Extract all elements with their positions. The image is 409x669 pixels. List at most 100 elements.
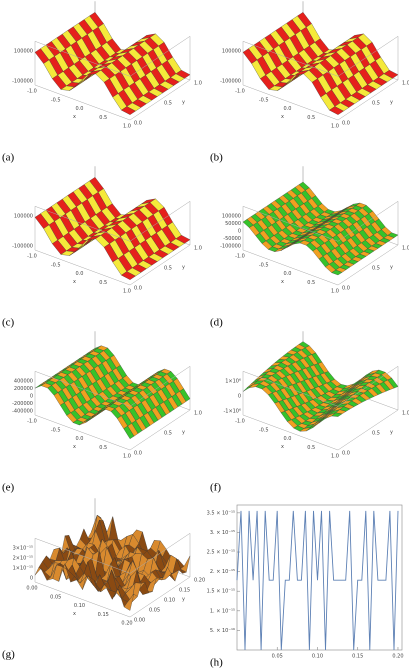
data-line (236, 510, 399, 651)
surface-patch (121, 271, 136, 280)
z-tick-label: 0 (238, 394, 241, 400)
z-tick-label: 100000 (14, 48, 33, 54)
z-tick-label: 1×10⁶ (225, 378, 241, 384)
box-edge (34, 371, 131, 407)
surface-patch (331, 412, 343, 417)
x-tick-label: 1.0 (331, 289, 339, 295)
box-edge (129, 533, 191, 574)
y-tick-label: 0.05 (149, 608, 160, 614)
y-tick-label: 0.15 (179, 588, 190, 594)
x-tick-label: 0.5 (307, 280, 315, 286)
box-edge (242, 206, 339, 242)
x-axis-label: x (73, 279, 76, 285)
x-tick-label: 0.15 (98, 612, 109, 618)
y-tick-label: 1.0 (194, 81, 202, 87)
x-axis-label: x (281, 114, 284, 120)
y-tick-label: 0.5 (372, 266, 380, 272)
panel-label: (h) (210, 657, 223, 669)
surface-patch (242, 384, 254, 392)
x-tick-label: 0.0 (76, 271, 84, 277)
x-axis-label: x (281, 279, 284, 285)
box-edge (242, 41, 339, 77)
x-tick-label: 1.0 (331, 124, 339, 130)
box-edge (34, 414, 131, 451)
y-tick-label: 1.0 (402, 246, 409, 252)
x-tick-label: -1.0 (27, 419, 37, 425)
x-axis-label: x (73, 114, 76, 120)
z-tick-label: -200000 (12, 401, 33, 407)
y-tick-label: 0.00 (134, 618, 145, 624)
x-tick-label: 0.00 (26, 586, 37, 592)
y-tick-label: 1.0 (194, 246, 202, 252)
box-edge (129, 409, 191, 451)
y-tick-label: 0.5 (372, 431, 380, 437)
z-tick-label: 50000 (225, 221, 241, 227)
y-axis-label: y (182, 265, 185, 271)
box-edge (34, 41, 131, 77)
z-tick-label: 200000 (14, 386, 33, 392)
y-tick-label: 0.0 (134, 121, 142, 127)
y-tick-label: 1.0 (194, 411, 202, 417)
box-edge (337, 366, 399, 407)
x-tick-label: -1.0 (235, 419, 245, 425)
y-tick-label: 2.5 × 10⁻¹⁵ (207, 550, 235, 556)
x-axis-label: x (73, 611, 76, 617)
x-tick-label: 0.20 (121, 621, 132, 627)
surface-patch (123, 594, 134, 611)
x-tick-label: 0.10 (74, 603, 85, 609)
y-tick-label: 0.5 (164, 101, 172, 107)
box-edge (129, 201, 191, 242)
y-axis-label: y (390, 100, 393, 106)
z-tick-label: -100000 (12, 244, 33, 250)
y-tick-label: 0.5 (164, 266, 172, 272)
x-tick-label: -0.5 (51, 97, 61, 103)
z-tick-label: -100000 (12, 79, 33, 85)
x-tick-label: 0.5 (307, 115, 315, 121)
y-tick-label: 0.20 (194, 578, 205, 584)
x-axis-label: x (281, 444, 284, 450)
box-edge (34, 84, 131, 121)
y-tick-label: 0.0 (342, 451, 350, 457)
z-tick-label: -400000 (12, 409, 33, 415)
y-axis-label: y (182, 430, 185, 436)
x-tick-label: -0.5 (259, 427, 269, 433)
y-tick-label: 0.0 (134, 451, 142, 457)
z-tick-label: 100000 (222, 213, 241, 219)
box-edge (337, 36, 399, 77)
box-edge (242, 414, 339, 451)
box-edge (129, 366, 191, 407)
box-edge (34, 206, 131, 242)
x-tick-label: 0.0 (284, 271, 292, 277)
y-tick-label: 0.0 (134, 286, 142, 292)
x-tick-label: -1.0 (27, 254, 37, 260)
z-tick-label: 3×10⁻¹⁵ (13, 545, 33, 551)
box-edge (129, 79, 191, 121)
y-tick-label: 1.5 × 10⁻¹⁵ (207, 589, 235, 595)
box-edge (242, 371, 339, 407)
z-tick-label: 1×10⁻¹⁵ (13, 566, 33, 572)
box-edge (242, 249, 339, 286)
x-tick-label: 1.0 (123, 454, 131, 460)
x-tick-label: 1.0 (123, 289, 131, 295)
z-tick-label: 100000 (222, 48, 241, 54)
box-edge (129, 576, 191, 618)
y-axis-label: y (182, 100, 185, 106)
x-tick-label: 0.0 (284, 436, 292, 442)
panel-label: (c) (2, 317, 15, 329)
panel-label: (d) (210, 317, 223, 329)
x-tick-label: -0.5 (51, 262, 61, 268)
y-tick-label: 1.0 (402, 81, 409, 87)
x-axis-label: x (73, 444, 76, 450)
z-tick-label: -100000 (220, 244, 241, 250)
z-tick-label: 2×10⁻¹⁵ (13, 555, 33, 561)
x-tick-label: 0.05 (50, 594, 61, 600)
z-tick-label: -50000 (223, 236, 241, 242)
x-tick-label: 0.5 (99, 280, 107, 286)
panel-label: (b) (210, 152, 223, 164)
panel-label: (e) (2, 482, 15, 494)
x-tick-label: 0.05 (272, 654, 283, 660)
panel-label: (f) (210, 482, 221, 494)
box-edge (337, 79, 399, 121)
